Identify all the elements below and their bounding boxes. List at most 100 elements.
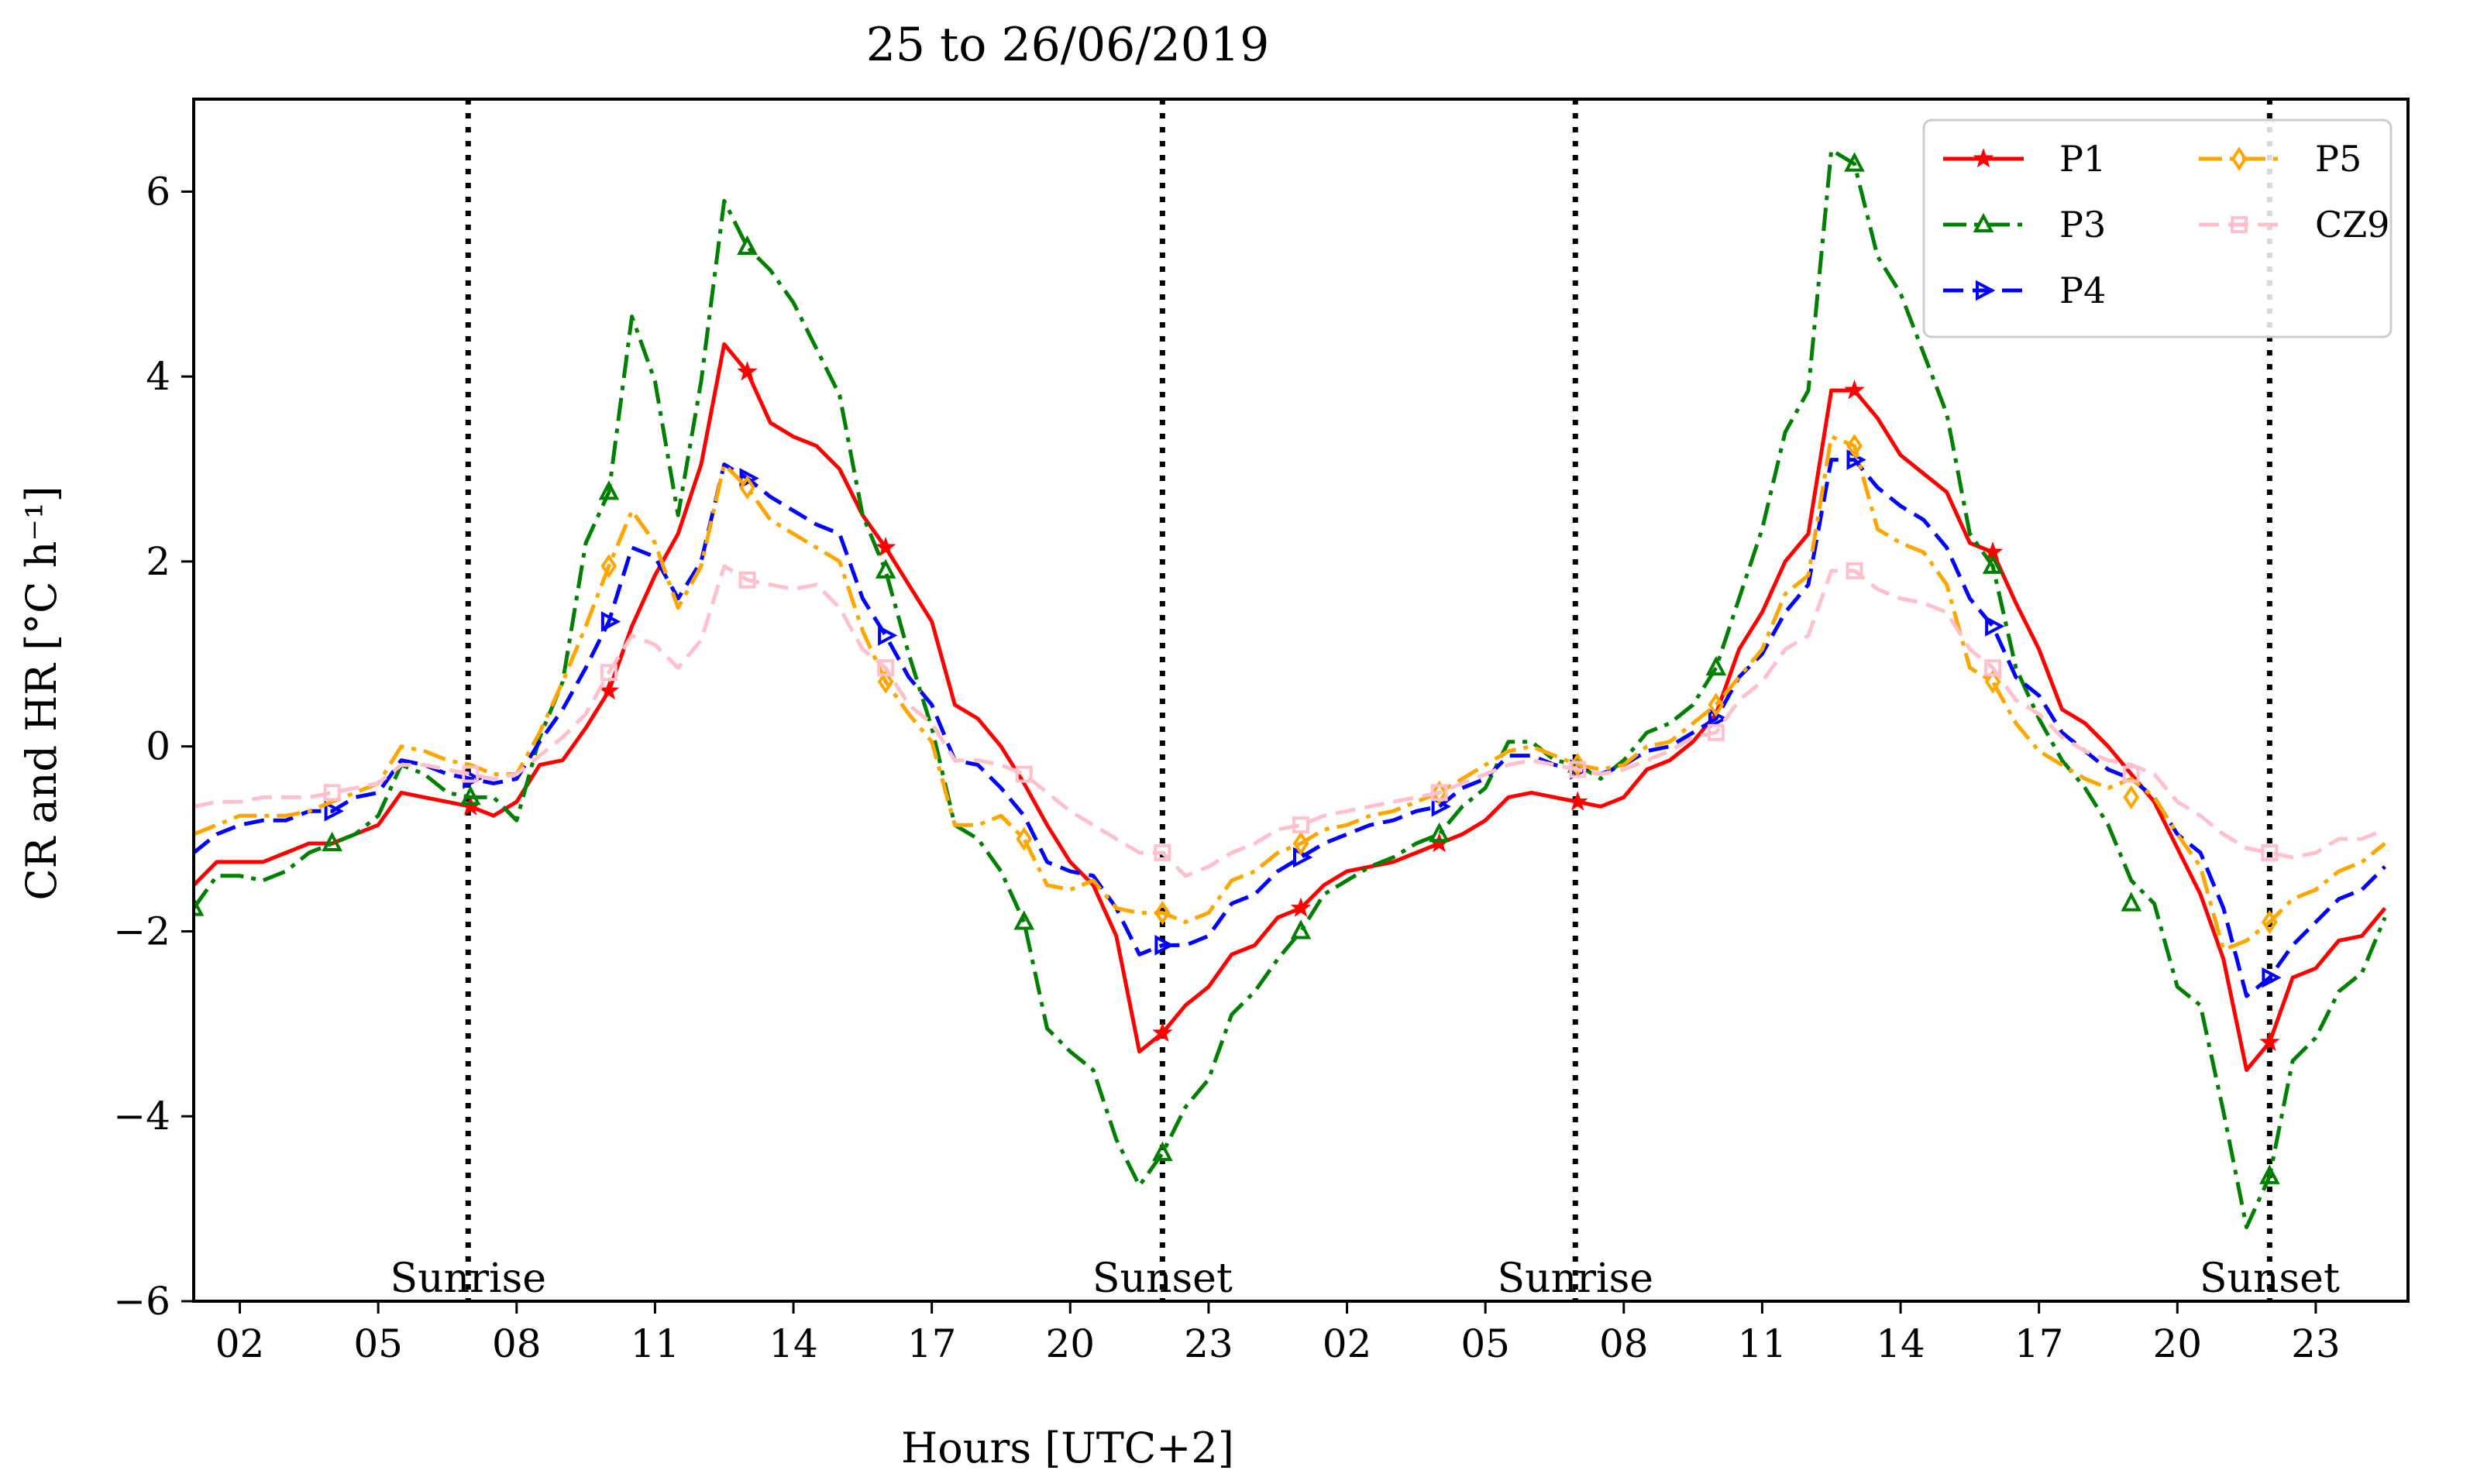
series-layer — [194, 148, 2387, 1229]
series-p3-line — [194, 148, 2387, 1229]
legend: P1 P3 P4 P5 CZ9 — [1922, 119, 2393, 338]
plot-frame — [192, 98, 2410, 1303]
series-p3-marker-7 — [1013, 910, 1035, 930]
series-cz9-line — [194, 564, 2386, 878]
annotations-layer: Sunrise Sunset Sunrise Sunset — [390, 1256, 2339, 1302]
x-tick-label: 23 — [1184, 1321, 1233, 1366]
x-tick-label: 02 — [1323, 1321, 1372, 1366]
x-axis: 02 05 08 11 14 17 20 23 02 05 08 11 14 17 20 23 — [215, 1301, 2341, 1366]
series-p5-marker-5 — [1154, 900, 1171, 926]
series-cz9-marker-2 — [462, 765, 480, 783]
legend-item-p1: P1 — [1943, 138, 2106, 180]
series-cz9-marker-1 — [323, 784, 341, 802]
series-p1-marker-5 — [1152, 1022, 1173, 1043]
chart-title: 25 to 26/06/2019 — [866, 18, 1270, 72]
series-cz9-marker-14 — [2122, 765, 2140, 783]
y-axis-label: CR and HR [°C h⁻¹] — [17, 486, 66, 900]
series-cz9 — [194, 562, 2386, 878]
series-p5-marker-11 — [1984, 669, 2001, 694]
series-cz9-marker-10 — [1569, 761, 1587, 778]
x-axis-label: Hours [UTC+2] — [901, 1424, 1234, 1472]
series-p3-marker-3 — [459, 785, 481, 806]
series-cz9-marker-15 — [2261, 843, 2279, 861]
series-p5 — [194, 434, 2386, 952]
legend-item-p3: P3 — [1943, 204, 2106, 246]
x-tick-label: 11 — [631, 1321, 680, 1366]
series-p5-marker-4 — [1016, 826, 1033, 851]
legend-label-p3: P3 — [2059, 204, 2106, 246]
series-p4-marker-5 — [878, 625, 898, 646]
annotation-sunrise-3: Sunrise — [1497, 1256, 1653, 1302]
legend-item-p5: P5 — [2199, 138, 2362, 180]
series-p5-marker-12 — [2123, 785, 2140, 809]
series-p3-marker-4 — [598, 480, 620, 500]
annotation-sunrise-1: Sunrise — [390, 1256, 546, 1302]
legend-label-cz9: CZ9 — [2315, 204, 2389, 246]
y-tick-label: 2 — [146, 539, 170, 584]
series-p1-line — [194, 342, 2387, 1072]
y-tick-label: −6 — [113, 1279, 170, 1324]
series-p3-marker-8 — [1152, 1141, 1173, 1161]
series-p5-marker-13 — [2261, 909, 2278, 935]
legend-marker-p5 — [2231, 146, 2248, 171]
series-p1-marker-4 — [875, 537, 896, 557]
series-p4-marker-12 — [1985, 616, 2005, 637]
series-p1 — [194, 342, 2387, 1072]
series-p4-marker-13 — [2262, 967, 2282, 988]
series-cz9-marker-11 — [1707, 723, 1725, 741]
x-tick-label: 23 — [2291, 1321, 2341, 1366]
series-p4-marker-3 — [600, 611, 621, 632]
series-p1-marker-6 — [1290, 897, 1312, 917]
series-p4-marker-1 — [324, 800, 344, 822]
x-tick-label: 08 — [1599, 1321, 1649, 1366]
series-p1-marker-9 — [1844, 380, 1865, 400]
legend-marker-p1 — [1973, 147, 1994, 168]
series-p1-marker-2 — [598, 680, 620, 700]
series-p3-marker-16 — [2259, 1164, 2280, 1184]
y-tick-label: 0 — [146, 724, 170, 769]
series-p5-marker-9 — [1708, 692, 1725, 717]
series-p3-marker-12 — [1705, 655, 1727, 676]
annotation-sunset-4: Sunset — [2200, 1256, 2340, 1302]
legend-label-p1: P1 — [2059, 138, 2106, 180]
y-tick-label: −4 — [113, 1094, 170, 1139]
series-cz9-marker-8 — [1292, 816, 1309, 834]
series-cz9-marker-6 — [1015, 765, 1033, 783]
series-p1-marker-8 — [1567, 791, 1588, 811]
series-p1-marker-11 — [2259, 1031, 2280, 1051]
series-p3 — [194, 148, 2387, 1229]
x-tick-label: 05 — [1460, 1321, 1510, 1366]
series-p5-marker-7 — [1431, 780, 1448, 805]
series-p3-marker-9 — [1290, 919, 1312, 940]
series-p4-line — [194, 458, 2386, 998]
legend-marker-p3 — [1973, 212, 1994, 232]
x-tick-label: 20 — [1045, 1321, 1095, 1366]
series-p3-marker-6 — [875, 558, 896, 579]
series-p5-marker-2 — [739, 475, 755, 500]
y-tick-label: −2 — [113, 909, 170, 953]
series-p5-marker-1 — [600, 554, 618, 579]
y-axis: −6 −4 −2 0 2 4 6 — [113, 169, 194, 1324]
series-p3-marker-5 — [737, 235, 758, 256]
annotation-sunset-2: Sunset — [1092, 1256, 1233, 1302]
series-cz9-marker-3 — [600, 664, 618, 682]
x-tick-label: 14 — [769, 1321, 818, 1366]
series-cz9-marker-7 — [1154, 843, 1171, 861]
series-p3-marker-10 — [1429, 822, 1450, 843]
x-tick-label: 02 — [215, 1321, 265, 1366]
series-p5-line — [194, 435, 2386, 952]
x-tick-label: 17 — [2014, 1321, 2064, 1366]
series-cz9-marker-9 — [1430, 784, 1448, 802]
series-p3-marker-15 — [2121, 891, 2142, 912]
x-tick-label: 20 — [2152, 1321, 2202, 1366]
series-p5-marker-3 — [877, 669, 894, 694]
series-p5-marker-10 — [1846, 434, 1863, 459]
x-tick-label: 11 — [1738, 1321, 1787, 1366]
legend-label-p5: P5 — [2315, 138, 2362, 180]
series-cz9-marker-5 — [877, 659, 895, 677]
x-tick-label: 14 — [1876, 1321, 1925, 1366]
series-p3-marker-13 — [1844, 152, 1865, 172]
series-p4-marker-6 — [1154, 935, 1175, 956]
series-cz9-marker-13 — [1984, 659, 2002, 677]
series-p3-marker-1 — [194, 896, 205, 916]
